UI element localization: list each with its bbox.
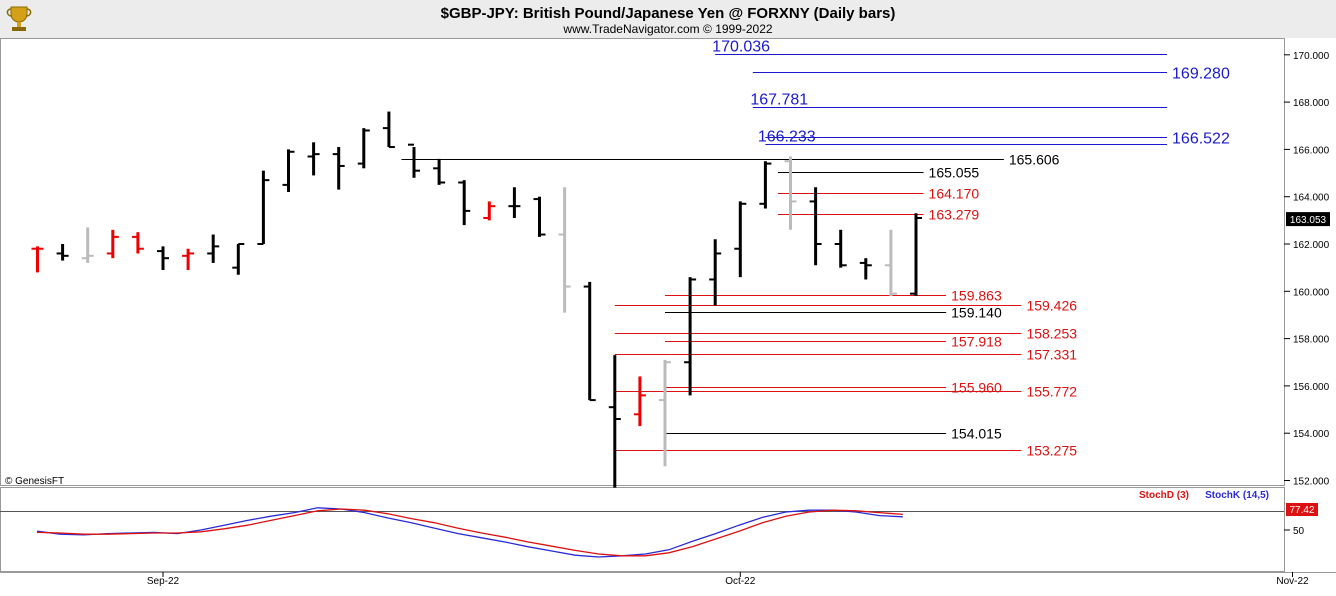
level-label: 155.772 bbox=[1026, 384, 1077, 400]
level-label: 165.055 bbox=[929, 165, 980, 181]
header-band bbox=[0, 0, 1336, 38]
stoch-last-tag: 77.42 bbox=[1286, 503, 1318, 516]
level-label: 157.918 bbox=[951, 334, 1002, 350]
ohlc-bar bbox=[307, 142, 320, 176]
ohlc-bar bbox=[182, 248, 195, 271]
ohlc-bar bbox=[332, 147, 345, 190]
last-price-box bbox=[1286, 212, 1330, 227]
stoch-y-tick-label: 50 bbox=[1293, 526, 1305, 537]
stochastic-lines bbox=[36, 507, 903, 558]
level-label: 164.170 bbox=[929, 186, 980, 202]
level-label: 158.253 bbox=[1026, 326, 1077, 342]
ohlc-bar bbox=[784, 156, 797, 230]
time-x-axis: Sep-22 Oct-22 Nov-22 bbox=[147, 572, 1309, 587]
ohlc-bar bbox=[659, 359, 671, 467]
ohlc-bar bbox=[357, 128, 370, 169]
ohlc-bar bbox=[558, 187, 571, 313]
copyright-label: © GenesisFT bbox=[5, 476, 64, 487]
level-label: 170.036 bbox=[712, 39, 770, 56]
price-levels: 170.036 169.280 167.781 166.522 166.233 165.6… bbox=[401, 39, 1230, 459]
ohlc-bar bbox=[408, 143, 420, 178]
y-tick-label: 166.000 bbox=[1293, 145, 1330, 156]
level-label: 166.233 bbox=[758, 129, 816, 146]
x-tick-label: Nov-22 bbox=[1276, 576, 1309, 587]
last-price-tag: 163.053 bbox=[1286, 212, 1330, 227]
ohlc-bar bbox=[232, 243, 245, 275]
y-tick-label: 162.000 bbox=[1293, 240, 1330, 251]
level-label: 159.863 bbox=[951, 288, 1002, 304]
ohlc-bar bbox=[583, 281, 596, 402]
ohlc-bar bbox=[81, 227, 94, 263]
x-tick-label: Oct-22 bbox=[725, 576, 755, 587]
level-label: 157.331 bbox=[1026, 347, 1077, 363]
y-tick-label: 156.000 bbox=[1293, 382, 1330, 393]
ohlc-bar bbox=[106, 229, 119, 259]
ohlc-bar bbox=[56, 244, 69, 261]
ohlc-bar bbox=[709, 239, 722, 306]
ohlc-bar bbox=[131, 232, 144, 254]
y-tick-label: 160.000 bbox=[1293, 287, 1330, 298]
level-label: 163.279 bbox=[929, 207, 980, 223]
trophy-icon bbox=[6, 6, 32, 31]
level-label: 167.781 bbox=[750, 92, 808, 109]
chart-subtitle: www.TradeNavigator.com © 1999-2022 bbox=[562, 22, 772, 36]
ohlc-bar bbox=[433, 158, 446, 185]
ohlc-bar bbox=[859, 258, 872, 280]
chart-title: $GBP-JPY: British Pound/Japanese Yen @ F… bbox=[441, 5, 896, 22]
y-tick-label: 152.000 bbox=[1293, 477, 1330, 488]
ohlc-bar bbox=[533, 196, 546, 237]
level-label: 153.275 bbox=[1026, 443, 1077, 459]
ohlc-bars bbox=[31, 111, 922, 488]
y-tick-label: 168.000 bbox=[1293, 98, 1330, 109]
ohlc-bar bbox=[483, 201, 496, 221]
y-tick-label: 158.000 bbox=[1293, 335, 1330, 346]
ohlc-bar bbox=[207, 234, 220, 263]
level-label: 159.140 bbox=[951, 305, 1002, 321]
ohlc-bar bbox=[910, 213, 922, 297]
level-label: 154.015 bbox=[951, 426, 1002, 442]
y-tick-label: 164.000 bbox=[1293, 193, 1330, 204]
y-tick-label: 170.000 bbox=[1293, 51, 1330, 62]
level-label: 165.606 bbox=[1009, 152, 1060, 168]
ohlc-bar bbox=[282, 149, 295, 192]
ohlc-bar bbox=[684, 277, 697, 396]
ohlc-bar bbox=[759, 161, 772, 209]
ohlc-bar bbox=[734, 201, 747, 278]
ohlc-bar bbox=[508, 187, 521, 218]
stoch-last-value: 77.42 bbox=[1289, 505, 1314, 516]
price-y-axis: 152.000 154.000 156.000 158.000 160.000 162.0… bbox=[0, 51, 1330, 537]
ohlc-bar bbox=[458, 180, 471, 226]
ohlc-bar bbox=[834, 229, 847, 268]
x-tick-label: Sep-22 bbox=[147, 576, 180, 587]
stochastic-panel bbox=[0, 487, 1285, 572]
ohlc-bar bbox=[31, 246, 44, 273]
level-label: 159.426 bbox=[1026, 298, 1077, 314]
ohlc-bar bbox=[157, 246, 169, 271]
ohlc-bar bbox=[884, 229, 897, 297]
ohlc-bar bbox=[382, 111, 395, 149]
legend-stochk: StochK (14,5) bbox=[1205, 490, 1269, 501]
last-price-value: 163.053 bbox=[1290, 215, 1327, 226]
level-label: 166.522 bbox=[1172, 131, 1230, 148]
level-label: 169.280 bbox=[1172, 66, 1230, 83]
price-panel bbox=[0, 38, 1285, 486]
level-label: 155.960 bbox=[951, 380, 1002, 396]
legend-stochd: StochD (3) bbox=[1139, 490, 1189, 501]
stochd-line bbox=[36, 508, 903, 557]
ohlc-bar bbox=[633, 376, 646, 427]
y-tick-label: 154.000 bbox=[1293, 429, 1330, 440]
ohlc-bar bbox=[809, 187, 822, 266]
ohlc-bar bbox=[608, 355, 621, 488]
ohlc-bar bbox=[257, 170, 270, 245]
stoch-last-box bbox=[1286, 503, 1318, 516]
